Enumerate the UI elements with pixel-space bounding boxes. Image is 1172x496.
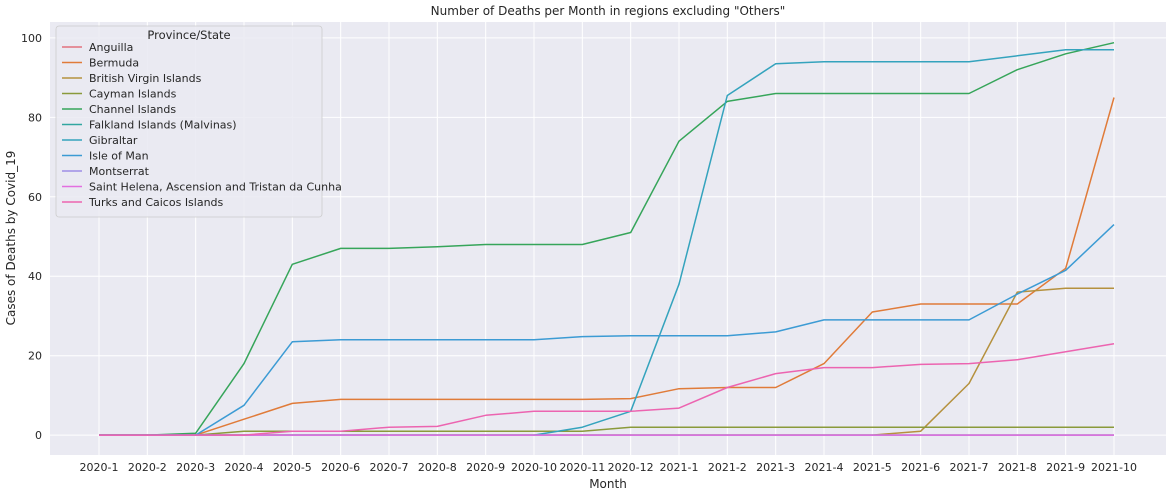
legend-entry: Turks and Caicos Islands (88, 196, 224, 209)
series-line-bermuda (99, 97, 1115, 436)
chart-title: Number of Deaths per Month in regions ex… (431, 4, 786, 18)
series-line-turks-and-caicos-islands (99, 343, 1115, 436)
legend-title: Province/State (147, 28, 230, 42)
x-axis-ticks: 2020-1 2020-2 2020-3 2020-4 2020-5 2020-6 2020… (80, 461, 1137, 474)
x-tick-label: 2020-1 (80, 461, 119, 474)
legend-entry: British Virgin Islands (89, 72, 202, 85)
x-tick-label: 2021-10 (1091, 461, 1137, 474)
legend-entry: Bermuda (89, 57, 139, 70)
x-tick-label: 2021-4 (805, 461, 844, 474)
x-tick-label: 2021-5 (853, 461, 892, 474)
x-tick-label: 2020-6 (321, 461, 360, 474)
legend-entry: Isle of Man (89, 150, 149, 163)
y-tick-label: 40 (28, 270, 42, 283)
x-tick-label: 2021-1 (660, 461, 699, 474)
x-tick-label: 2020-5 (273, 461, 312, 474)
x-tick-label: 2020-3 (176, 461, 215, 474)
x-tick-label: 2021-9 (1046, 461, 1085, 474)
legend-entry: Cayman Islands (89, 88, 177, 101)
x-tick-label: 2020-12 (608, 461, 654, 474)
x-tick-label: 2021-7 (950, 461, 989, 474)
x-tick-label: 2020-8 (418, 461, 457, 474)
legend-entry: Channel Islands (89, 103, 176, 116)
y-axis-label: Cases of Deaths by Covid_19 (4, 151, 18, 326)
legend-items: Anguilla Bermuda British Virgin Islands Cay… (62, 41, 342, 209)
x-tick-label: 2020-2 (128, 461, 167, 474)
series-lines (99, 41, 1115, 436)
series-line-isle-of-man (99, 224, 1115, 436)
x-tick-label: 2020-9 (466, 461, 505, 474)
y-tick-label: 100 (21, 32, 42, 45)
x-axis-label: Month (589, 477, 627, 491)
y-tick-label: 60 (28, 191, 42, 204)
legend-entry: Falkland Islands (Malvinas) (89, 119, 237, 132)
legend-entry: Montserrat (89, 165, 150, 178)
series-line-channel-islands (99, 41, 1115, 436)
x-tick-label: 2020-11 (559, 461, 605, 474)
legend-entry: Gibraltar (89, 134, 138, 147)
y-tick-label: 20 (28, 350, 42, 363)
legend: Province/State Anguilla Bermuda British Vi… (55, 25, 342, 218)
y-tick-label: 80 (28, 111, 42, 124)
y-axis-ticks: 0 20 40 60 80 100 (21, 32, 42, 442)
legend-entry: Anguilla (89, 41, 133, 54)
x-tick-label: 2021-2 (708, 461, 747, 474)
x-tick-label: 2021-8 (998, 461, 1037, 474)
x-tick-label: 2020-7 (370, 461, 409, 474)
x-tick-label: 2021-3 (756, 461, 795, 474)
x-tick-label: 2020-4 (225, 461, 264, 474)
x-tick-label: 2021-6 (901, 461, 940, 474)
legend-entry: Saint Helena, Ascension and Tristan da C… (89, 181, 342, 194)
y-tick-label: 0 (35, 429, 42, 442)
x-tick-label: 2020-10 (511, 461, 557, 474)
series-line-cayman-islands (99, 426, 1114, 436)
legend-box (55, 25, 323, 218)
